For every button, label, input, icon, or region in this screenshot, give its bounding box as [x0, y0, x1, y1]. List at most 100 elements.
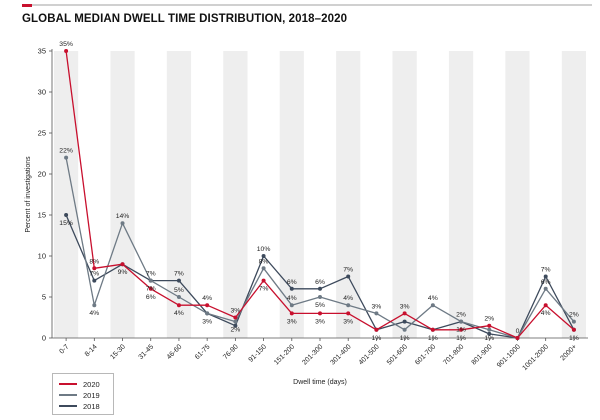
legend-swatch — [59, 394, 77, 396]
series-line-2019 — [65, 157, 575, 339]
data-point-2019 — [487, 327, 492, 332]
band-column — [448, 51, 474, 338]
data-point-2018 — [289, 286, 294, 291]
data-label-2019: 4% — [287, 295, 297, 302]
data-point-2019 — [459, 319, 464, 324]
data-label-2020: 1% — [456, 335, 466, 342]
x-tick-label: 1001-2000 — [521, 343, 550, 372]
data-point-2020 — [92, 266, 97, 271]
data-point-2018 — [261, 254, 266, 258]
y-tick-label: 35 — [38, 47, 46, 56]
data-point-2019 — [543, 286, 548, 291]
y-tick-label: 30 — [38, 88, 46, 97]
data-point-2020 — [205, 303, 210, 308]
data-label-2020: 3% — [400, 303, 410, 310]
data-point-2019 — [346, 303, 351, 308]
legend-label: 2018 — [83, 401, 100, 411]
data-label-2018: 7% — [146, 286, 156, 293]
data-label-2019: 3% — [372, 303, 382, 310]
data-label-2019: 2% — [230, 327, 240, 334]
band-column — [54, 51, 79, 338]
x-tick-label: 0-7 — [58, 343, 70, 355]
data-point-2019 — [120, 221, 125, 226]
band-column — [166, 51, 192, 338]
data-point-2018 — [64, 213, 69, 217]
series-line-2020 — [65, 50, 575, 339]
data-point-2020 — [543, 303, 548, 308]
data-label-2020: 6% — [146, 294, 156, 301]
data-label-2018: 7% — [343, 267, 353, 274]
data-point-2020 — [176, 303, 181, 308]
data-label-2020: 1% — [569, 335, 579, 342]
x-tick-label: 91-150 — [248, 343, 268, 363]
x-axis-title: Dwell time (days) — [293, 379, 347, 386]
data-label-2018: 6% — [315, 279, 325, 286]
data-label-2019: 3% — [202, 318, 212, 325]
x-tick-label: 901-1000 — [496, 343, 522, 369]
data-point-2019 — [430, 303, 435, 308]
data-point-2018 — [233, 323, 238, 328]
data-point-2020 — [402, 311, 407, 316]
data-point-2018 — [176, 278, 181, 283]
data-label-2018: 7% — [541, 267, 551, 274]
data-point-2020 — [148, 286, 153, 291]
data-label-2019: 5% — [315, 302, 325, 309]
y-tick-label: 0 — [42, 334, 46, 343]
data-point-2020 — [430, 327, 435, 332]
data-label-2019: 2% — [456, 312, 466, 319]
legend-item-2019: 2019 — [59, 389, 100, 401]
band-column — [110, 51, 135, 338]
x-tick-label: 201-300 — [301, 343, 324, 366]
x-tick-label: 501-600 — [386, 343, 409, 366]
data-label-2020: 8% — [89, 258, 99, 265]
data-label-2020: 1% — [372, 335, 382, 342]
legend-item-2020: 2020 — [59, 378, 100, 390]
data-point-2020 — [289, 311, 294, 316]
top-rule — [22, 4, 592, 6]
legend-item-2018: 2018 — [59, 400, 100, 412]
y-tick-label: 20 — [38, 170, 46, 179]
data-point-2019 — [64, 155, 69, 160]
band-column — [505, 51, 530, 338]
x-tick-label: 801-900 — [471, 343, 494, 366]
x-tick-label: 46-60 — [166, 343, 184, 361]
data-label-2018: 7% — [174, 271, 184, 278]
data-point-2018 — [346, 274, 351, 279]
y-tick-label: 10 — [38, 252, 46, 261]
data-label-2019: 8% — [259, 258, 269, 265]
data-point-2019 — [374, 311, 379, 316]
data-point-2020 — [233, 315, 238, 320]
data-label-2019: 6% — [541, 279, 551, 286]
data-point-2019 — [92, 303, 97, 308]
data-point-2018 — [318, 286, 322, 291]
x-tick-label: 8-14 — [84, 343, 99, 358]
data-label-2019: 4% — [428, 295, 438, 302]
data-label-2020: 35% — [59, 41, 73, 48]
data-label-2019: 2% — [569, 312, 579, 319]
y-axis-title: Percent of investigations — [25, 156, 32, 233]
data-label-2019: 1% — [400, 335, 410, 342]
data-label-2020: 3% — [343, 318, 353, 325]
band-column — [561, 51, 586, 338]
chart-title: GLOBAL MEDIAN DWELL TIME DISTRIBUTION, 2… — [22, 13, 348, 25]
data-label-2020: 4% — [541, 310, 551, 317]
data-label-2020: 7% — [259, 286, 269, 293]
data-label-2020: 3% — [315, 318, 325, 325]
data-point-2019 — [176, 295, 181, 299]
data-point-2019 — [148, 278, 153, 283]
data-point-2019 — [261, 266, 266, 271]
band-column — [392, 51, 417, 338]
data-label-2018: 10% — [257, 246, 271, 253]
data-label-2020: 1% — [428, 335, 438, 342]
x-tick-label: 76-90 — [222, 343, 240, 361]
legend-swatch — [59, 405, 77, 407]
data-point-2019 — [233, 319, 238, 324]
x-tick-label: 61-75 — [194, 343, 212, 361]
legend-label: 2020 — [83, 379, 100, 389]
legend: 2020 2019 2018 — [52, 373, 114, 415]
data-point-2020 — [120, 262, 125, 267]
top-accent — [22, 4, 32, 7]
x-tick-label: 701-800 — [442, 343, 465, 366]
data-label-2019: 4% — [89, 310, 99, 317]
